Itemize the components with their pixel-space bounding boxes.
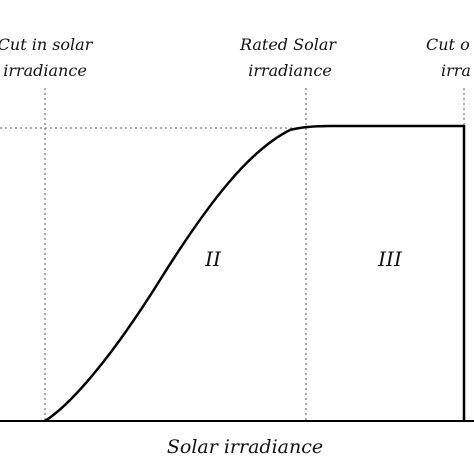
rated-label-line1: Rated Solar — [239, 35, 337, 54]
region-iii-label: III — [377, 247, 403, 271]
cut-out-label-line1: Cut o — [426, 35, 470, 54]
rated-label-line2: irradiance — [248, 61, 332, 80]
cut-in-label-line1: Cut in solar — [0, 35, 94, 54]
cut-out-label-line2: irra — [441, 61, 471, 80]
region-ii-label: II — [204, 247, 222, 271]
power-curve — [44, 124, 466, 423]
x-axis-label: Solar irradiance — [167, 436, 323, 458]
cut-in-label-line2: irradiance — [3, 61, 87, 80]
